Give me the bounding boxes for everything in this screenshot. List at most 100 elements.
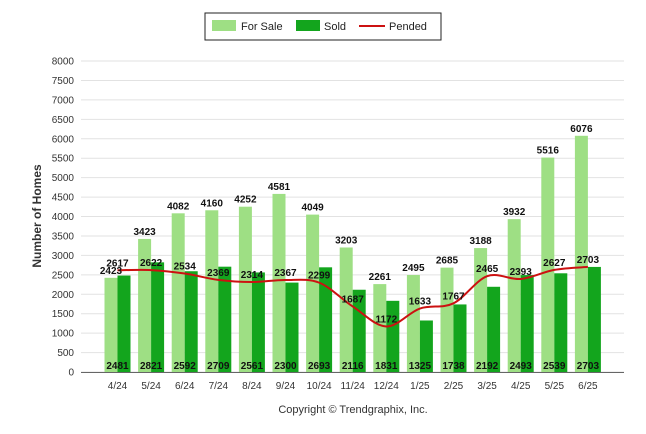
bar-sold [554, 273, 568, 372]
sold-value-label: 2703 [577, 361, 600, 372]
for-sale-value-label: 3203 [335, 235, 358, 246]
pended-value-label: 1687 [342, 294, 365, 305]
x-tick-label: 9/24 [276, 381, 296, 392]
legend-swatch-sold [296, 20, 320, 31]
x-tick-label: 5/24 [141, 381, 161, 392]
for-sale-value-label: 2495 [402, 263, 425, 274]
sold-value-label: 1325 [409, 361, 432, 372]
bar-for-sale [507, 219, 521, 372]
pended-value-label: 2627 [543, 258, 566, 269]
for-sale-value-label: 2685 [436, 256, 459, 267]
for-sale-value-label: 4082 [167, 201, 190, 212]
bar-for-sale [339, 247, 353, 372]
pended-value-label: 2369 [207, 268, 230, 279]
bar-for-sale [406, 275, 420, 372]
bar-sold [487, 286, 501, 372]
pended-line-path [117, 265, 588, 328]
bar-sold [520, 275, 534, 372]
sold-value-label: 2592 [174, 361, 197, 372]
bar-for-sale [104, 277, 118, 372]
for-sale-value-label: 4252 [234, 195, 257, 206]
y-tick-label: 0 [68, 368, 74, 379]
bar-for-sale [474, 248, 488, 372]
y-axis-title: Number of Homes [30, 164, 44, 268]
x-tick-label: 1/25 [410, 381, 430, 392]
y-tick-label: 1000 [52, 329, 75, 340]
pended-value-label: 2393 [510, 267, 533, 278]
x-tick-label: 7/24 [209, 381, 229, 392]
sold-value-label: 1738 [442, 361, 465, 372]
bar-for-sale [574, 135, 588, 372]
legend-swatch-for-sale [212, 20, 236, 31]
bar-sold [251, 272, 265, 372]
y-tick-label: 6000 [52, 134, 75, 145]
pended-value-label: 2367 [274, 268, 297, 279]
bar-sold [285, 282, 299, 372]
legend-box [204, 12, 442, 41]
x-tick-label: 10/24 [307, 381, 332, 392]
pended-value-label: 1172 [375, 314, 397, 325]
sold-value-label: 2821 [140, 361, 163, 372]
bar-sold [117, 275, 131, 372]
y-tick-label: 5500 [52, 154, 75, 165]
y-tick-label: 4500 [52, 193, 75, 204]
x-tick-label: 4/24 [108, 381, 128, 392]
x-tick-label: 4/25 [511, 381, 531, 392]
pended-line [117, 265, 588, 328]
pended-value-label: 2465 [476, 264, 499, 275]
for-sale-value-label: 4581 [268, 182, 291, 193]
sold-value-label: 2709 [207, 361, 230, 372]
for-sale-value-label: 6076 [570, 124, 593, 135]
y-tick-label: 1500 [52, 309, 75, 320]
pended-value-label: 2314 [241, 270, 264, 281]
for-sale-value-label: 4049 [301, 203, 324, 214]
sold-value-label: 2481 [106, 361, 129, 372]
y-tick-label: 2000 [52, 290, 75, 301]
x-tick-label: 3/25 [477, 381, 497, 392]
pended-value-label: 2617 [106, 258, 129, 269]
x-tick-label: 11/24 [341, 381, 366, 392]
pended-value-label: 2299 [308, 271, 331, 282]
bar-sold [453, 304, 467, 372]
bars [104, 135, 601, 372]
y-tick-label: 7000 [52, 95, 75, 106]
y-tick-label: 3500 [52, 231, 75, 242]
bar-sold [419, 320, 433, 372]
y-tick-label: 4000 [52, 212, 75, 223]
y-tick-label: 2500 [52, 270, 75, 281]
sold-value-label: 2539 [543, 361, 566, 372]
y-tick-label: 3000 [52, 251, 75, 262]
legend-label-pended: Pended [389, 21, 427, 33]
for-sale-value-label: 5516 [537, 146, 560, 157]
bar-sold [352, 289, 366, 372]
legend-label-sold: Sold [324, 21, 346, 33]
for-sale-value-label: 4160 [201, 198, 224, 209]
for-sale-value-label: 2261 [369, 272, 392, 283]
bar-for-sale [138, 238, 152, 372]
bar-sold [319, 267, 333, 372]
bar-sold [151, 262, 165, 372]
for-sale-value-label: 3932 [503, 207, 526, 218]
sold-value-label: 2693 [308, 361, 331, 372]
x-tick-label: 2/25 [444, 381, 464, 392]
y-tick-label: 5000 [52, 173, 75, 184]
x-tick-label: 5/25 [545, 381, 565, 392]
bar-sold [218, 266, 232, 372]
y-tick-label: 500 [57, 348, 74, 359]
bar-sold [587, 266, 601, 372]
bar-for-sale [205, 210, 219, 372]
bar-for-sale [171, 213, 185, 372]
bar-for-sale [373, 284, 387, 372]
y-axis: 0 500 1000 1500 2000 2500 3000 3500 4000 4500 5000… [52, 57, 75, 379]
bar-sold [184, 271, 198, 372]
y-tick-label: 7500 [52, 76, 75, 87]
x-tick-label: 6/25 [578, 381, 598, 392]
sold-value-label: 2561 [241, 361, 264, 372]
pended-value-label: 1633 [409, 297, 432, 308]
sold-value-label: 2493 [510, 361, 533, 372]
pended-value-label: 2534 [174, 261, 197, 272]
bar-for-sale [238, 206, 252, 372]
sold-value-label: 1831 [375, 361, 398, 372]
x-axis: 4/24 5/24 6/24 7/24 8/24 9/24 10/24 11/24 12/24 1… [81, 372, 624, 392]
